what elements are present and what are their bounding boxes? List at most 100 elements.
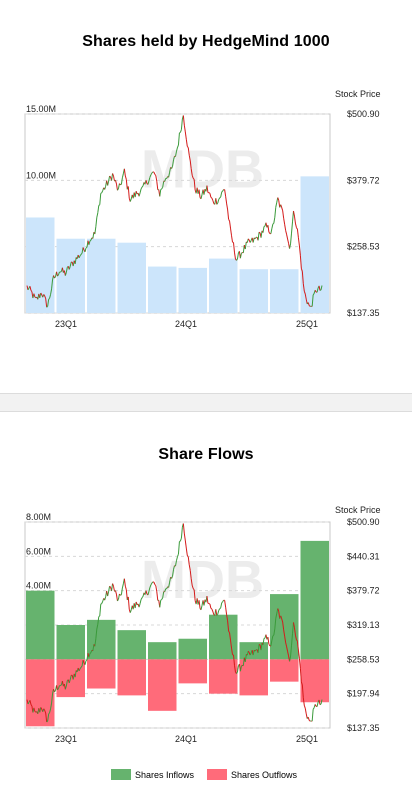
holdings-bar: [239, 269, 268, 313]
price-segment: [210, 607, 213, 610]
price-segment: [156, 181, 159, 190]
price-segment: [190, 168, 193, 176]
outflow-bar: [26, 659, 55, 727]
price-segment: [168, 172, 171, 178]
price-segment: [85, 246, 88, 249]
price-segment: [272, 634, 275, 637]
y-tick-label: 8.00M: [26, 512, 51, 522]
legend-label-inflows: Shares Inflows: [135, 769, 195, 780]
price-segment: [154, 173, 157, 176]
price-segment: [253, 237, 256, 240]
price-segment: [69, 261, 72, 267]
price-segment: [260, 642, 263, 651]
price-segment: [257, 644, 260, 653]
price-segment: [183, 533, 186, 541]
price-segment: [27, 287, 30, 291]
price-segment: [212, 611, 215, 615]
price-segment: [162, 181, 165, 188]
price-segment: [176, 144, 179, 148]
price-segment: [185, 139, 188, 147]
y-tick-label: 10.00M: [26, 170, 56, 180]
price-segment: [96, 212, 99, 218]
inflow-bar: [209, 614, 238, 660]
price-segment: [148, 177, 151, 182]
price-segment: [236, 258, 238, 261]
legend-item-outflows[interactable]: Shares Outflows: [207, 769, 297, 780]
price-segment: [294, 223, 297, 228]
price-segment: [151, 171, 154, 174]
price-segment: [311, 709, 314, 722]
price-segment: [78, 255, 81, 259]
price-segment: [224, 600, 227, 608]
inflow-bar: [178, 638, 207, 660]
price-segment: [148, 587, 151, 592]
price-segment: [233, 654, 235, 666]
outflow-bar: [239, 659, 268, 696]
price-segment: [291, 633, 293, 646]
price-segment: [160, 188, 163, 190]
price-segment: [109, 175, 111, 178]
price-segment: [40, 707, 43, 710]
price-segment: [175, 147, 178, 152]
price-segment: [82, 247, 85, 251]
price-segment: [164, 588, 167, 592]
price-segment: [217, 610, 220, 615]
price-segment: [112, 173, 115, 177]
outflow-bar: [209, 659, 238, 694]
price-segment: [94, 638, 97, 647]
price-segment: [48, 712, 51, 715]
price-segment: [115, 183, 118, 191]
price-segment: [97, 616, 100, 625]
price-segment: [296, 229, 299, 238]
price-segment: [50, 288, 53, 295]
outflow-bar: [300, 659, 329, 703]
price-segment: [211, 197, 214, 201]
price-segment: [34, 711, 37, 713]
price-segment: [222, 599, 225, 602]
price-segment: [247, 650, 250, 653]
price-segment: [169, 577, 172, 583]
right-tick-label: $258.53: [347, 654, 380, 664]
price-segment: [233, 252, 236, 260]
price-segment: [273, 217, 276, 224]
price-segment: [241, 252, 243, 254]
x-tick-label: 23Q1: [55, 319, 77, 329]
price-segment: [293, 216, 296, 224]
price-segment: [302, 697, 305, 706]
price-segment: [262, 226, 265, 233]
holdings-bar: [270, 269, 299, 313]
price-segment: [236, 252, 239, 260]
price-segment: [233, 665, 236, 673]
price-segment: [147, 180, 150, 185]
price-segment: [268, 643, 271, 647]
legend-item-inflows[interactable]: Shares Inflows: [111, 769, 194, 780]
price-segment: [318, 285, 321, 291]
price-segment: [49, 708, 52, 713]
price-segment: [162, 591, 165, 598]
price-segment: [191, 585, 194, 589]
flows-chart-panel: Share Flows MDB-4.00M-2.00M0.002.00M4.00…: [0, 412, 412, 809]
price-segment: [191, 175, 194, 179]
price-segment: [230, 640, 233, 649]
price-segment: [187, 556, 190, 565]
price-segment: [308, 719, 311, 722]
price-segment: [43, 294, 46, 297]
price-segment: [270, 640, 273, 646]
price-segment: [74, 670, 77, 678]
price-segment: [121, 173, 124, 178]
price-segment: [206, 596, 209, 604]
price-segment: [169, 167, 172, 173]
price-segment: [267, 636, 270, 645]
price-segment: [229, 632, 232, 641]
price-segment: [155, 585, 158, 592]
price-segment: [89, 239, 92, 242]
y-tick-label: 6.00M: [26, 546, 51, 556]
price-segment: [305, 713, 308, 719]
price-segment: [47, 299, 50, 307]
price-segment: [225, 607, 228, 615]
price-segment: [123, 578, 126, 587]
holdings-bar: [209, 258, 238, 313]
legend-swatch-outflows: [207, 769, 227, 780]
price-segment: [226, 614, 229, 621]
price-segment: [84, 660, 87, 665]
